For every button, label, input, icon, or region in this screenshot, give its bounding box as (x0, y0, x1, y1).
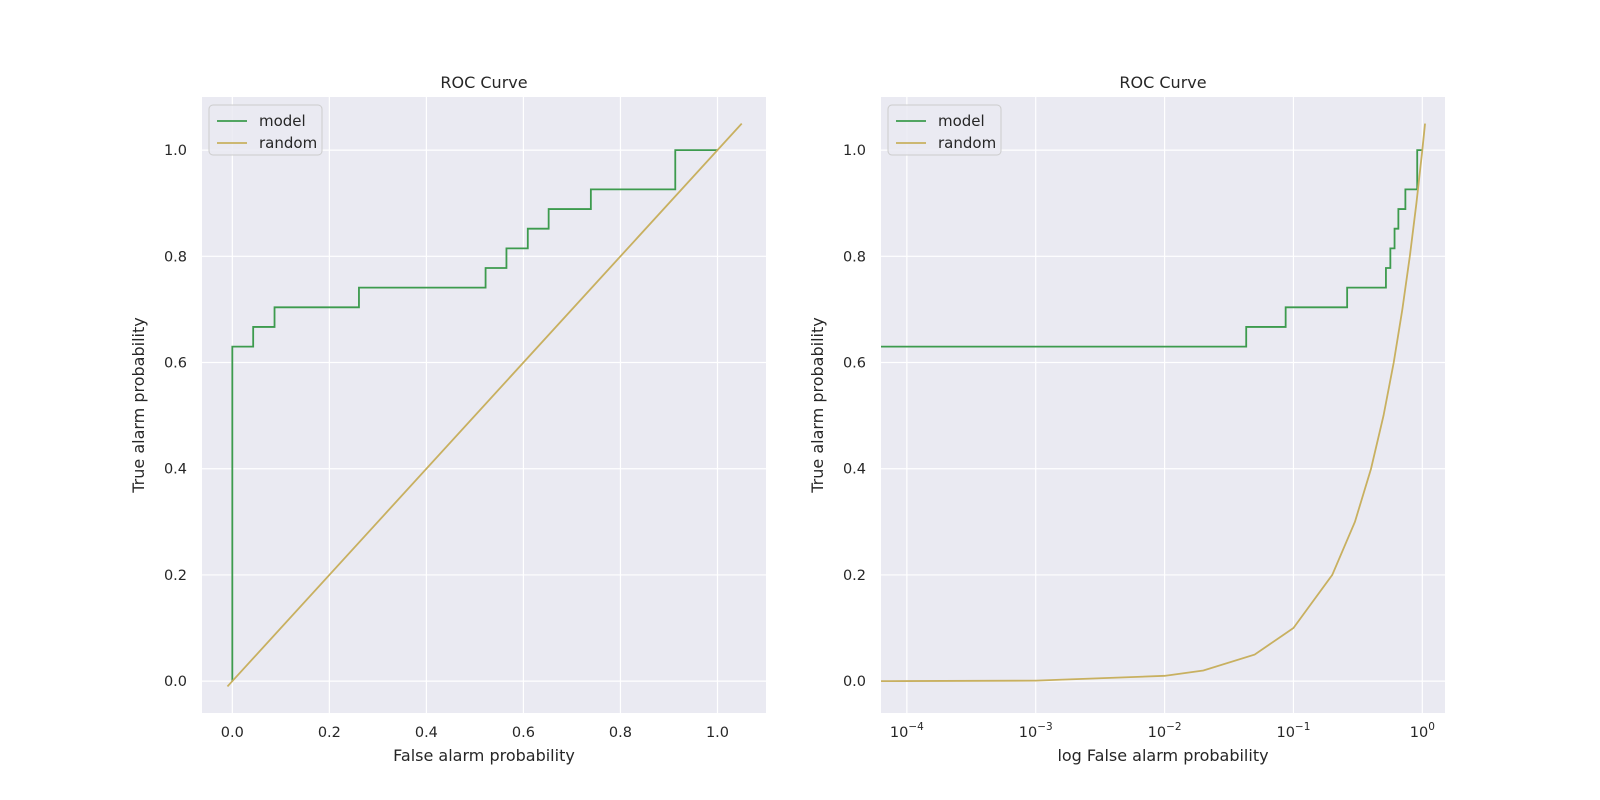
series-line-model (231, 149, 718, 682)
y-tick-label: 0.4 (164, 462, 187, 478)
chart-panel-2: ROC Curve 10−4 10−3 10−2 10−1 100 0.0 0.2 0.4 0.6… (808, 73, 1445, 765)
x-tick-label: 0.8 (609, 725, 632, 741)
x-tick-label: 100 (1410, 721, 1435, 741)
y-tick-label: 0.0 (843, 674, 866, 690)
y-tick-label: 1.0 (843, 143, 866, 159)
y-tick-label: 0.2 (843, 568, 866, 584)
x-tick-label: 1.0 (706, 725, 729, 741)
y-tick-label: 0.2 (164, 568, 187, 584)
y-tick-label: 0.0 (164, 674, 187, 690)
legend-label-model: model (259, 112, 306, 130)
chart-title: ROC Curve (1119, 73, 1206, 92)
x-tick-label: 0.0 (221, 725, 244, 741)
y-tick-label: 0.6 (843, 356, 866, 372)
x-tick-label: 0.2 (318, 725, 341, 741)
y-tick-label: 1.0 (164, 143, 187, 159)
y-tick-label: 0.8 (843, 249, 866, 265)
x-tick-label: 10−3 (1019, 721, 1053, 741)
legend: model random (887, 104, 1002, 156)
legend-label-model: model (938, 112, 985, 130)
x-tick-label: 10−4 (890, 721, 924, 741)
y-tick-label: 0.6 (164, 356, 187, 372)
chart-panel-1: ROC Curve 0.0 0.2 0.4 0.6 0.8 1.0 0.0 0.2 0.4 0.6 0… (129, 73, 766, 765)
series-line-random (881, 123, 1426, 682)
legend: model random (208, 104, 323, 156)
y-axis-label: True alarm probability (808, 317, 827, 493)
y-tick-label: 0.8 (164, 249, 187, 265)
x-tick-label: 10−1 (1276, 721, 1310, 741)
x-tick-label: 0.4 (415, 725, 438, 741)
legend-label-random: random (259, 134, 317, 152)
y-tick-label: 0.4 (843, 462, 866, 478)
y-axis-label: True alarm probability (129, 317, 148, 493)
x-tick-label: 0.6 (512, 725, 535, 741)
series-line-random (226, 122, 743, 688)
series-line-model (881, 149, 1423, 348)
legend-label-random: random (938, 134, 996, 152)
x-tick-label: 10−2 (1148, 721, 1182, 741)
x-axis-label: log False alarm probability (1057, 746, 1268, 765)
x-axis-label: False alarm probability (393, 746, 575, 765)
plot-area (881, 97, 1445, 713)
chart-title: ROC Curve (440, 73, 527, 92)
